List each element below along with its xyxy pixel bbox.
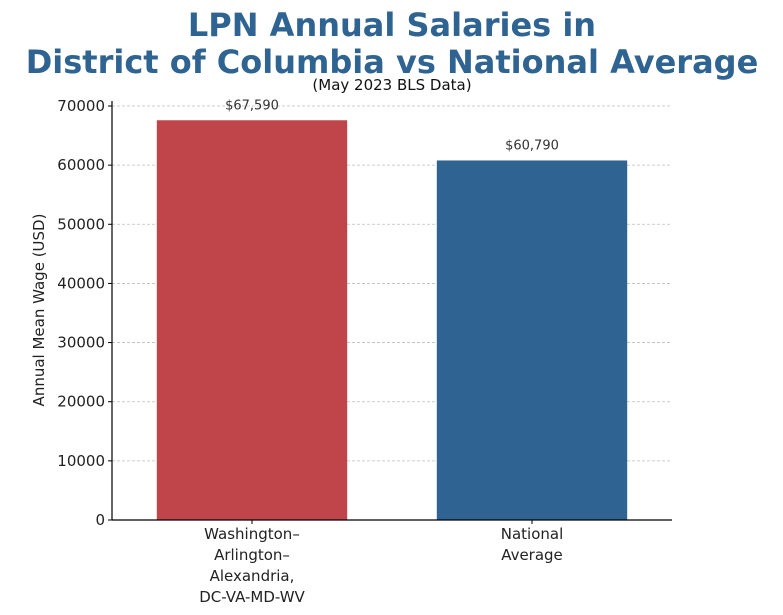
data-labels: $67,590 $60,790 bbox=[225, 98, 559, 153]
y-tick-label: 60000 bbox=[57, 156, 105, 174]
y-tick-label: 50000 bbox=[57, 215, 105, 233]
chart-title-line-1: LPN Annual Salaries in bbox=[188, 6, 596, 44]
bar-data-label: $60,790 bbox=[505, 138, 559, 153]
y-axis-label: Annual Mean Wage (USD) bbox=[30, 214, 48, 407]
y-tick-label: 40000 bbox=[57, 274, 105, 292]
bar bbox=[156, 120, 348, 521]
y-tick-label: 10000 bbox=[57, 452, 105, 470]
x-axis-category-labels: Washington– Arlington– Alexandria, DC-VA-MD… bbox=[199, 520, 563, 606]
y-tick-label: 0 bbox=[95, 511, 105, 529]
x-category-label: National Average bbox=[501, 525, 564, 564]
y-tick-label: 70000 bbox=[57, 97, 105, 115]
chart-title: LPN Annual Salaries in District of Colum… bbox=[26, 6, 759, 81]
bar bbox=[436, 160, 628, 520]
chart-title-line-2: District of Columbia vs National Average bbox=[26, 43, 759, 81]
x-category-label: Washington– Arlington– Alexandria, DC-VA-MD… bbox=[199, 525, 305, 606]
bar-data-label: $67,590 bbox=[225, 98, 279, 113]
chart-subtitle: (May 2023 BLS Data) bbox=[312, 76, 471, 94]
y-axis-ticks: 0 10000 20000 30000 40000 50000 60000 70000 bbox=[57, 97, 112, 529]
y-tick-label: 20000 bbox=[57, 393, 105, 411]
y-tick-label: 30000 bbox=[57, 334, 105, 352]
bars bbox=[156, 120, 628, 521]
